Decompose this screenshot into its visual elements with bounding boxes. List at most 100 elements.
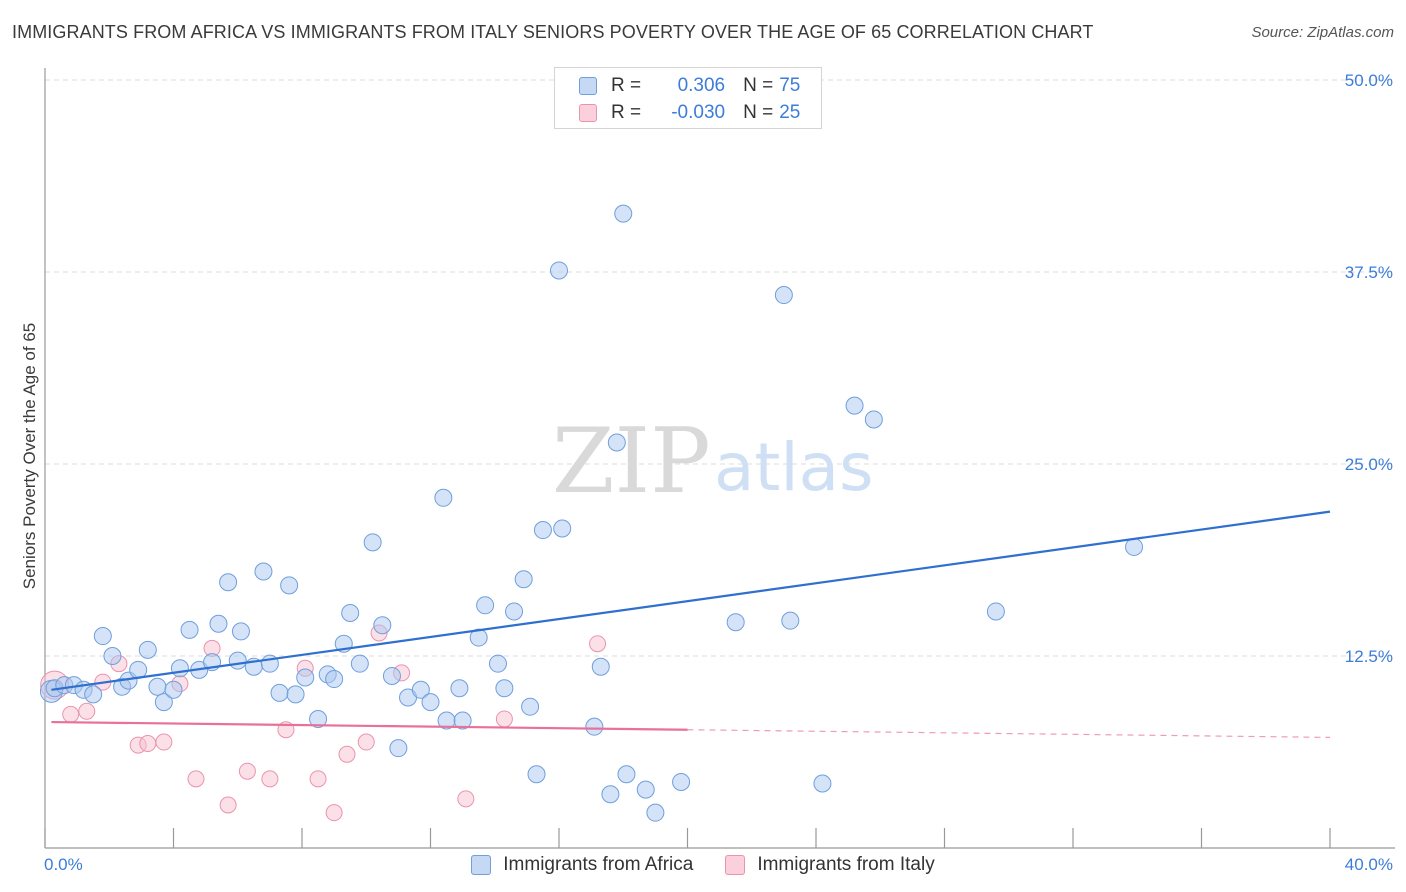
africa-point: [154, 693, 173, 712]
africa-point: [864, 410, 883, 429]
africa-point: [180, 620, 199, 639]
legend-row-africa: R = 0.306 N = 75: [579, 74, 800, 98]
africa-points: [39, 204, 1144, 822]
africa-point: [389, 739, 408, 758]
africa-point: [672, 772, 691, 791]
watermark-zip: ZIP: [552, 409, 711, 514]
italy-point: [62, 705, 80, 723]
africa-point: [774, 286, 793, 305]
africa-point: [138, 640, 157, 659]
africa-point: [231, 622, 250, 641]
chart-title: IMMIGRANTS FROM AFRICA VS IMMIGRANTS FRO…: [12, 22, 1094, 42]
africa-point: [617, 765, 636, 784]
africa-point: [286, 685, 305, 704]
africa-point: [453, 711, 472, 730]
africa-point: [421, 693, 440, 712]
series-legend: Immigrants from Africa Immigrants from I…: [0, 852, 1406, 878]
africa-point: [607, 433, 626, 452]
italy-point: [338, 745, 356, 763]
italy-point: [219, 796, 237, 814]
africa-point: [813, 774, 832, 793]
y-tick-label: 25.0%: [1345, 455, 1393, 474]
africa-swatch: [579, 77, 597, 95]
italy-trend-extension: [687, 729, 1331, 739]
africa-point: [591, 657, 610, 676]
africa-point: [382, 666, 401, 685]
italy-point: [78, 702, 96, 720]
africa-point: [84, 685, 103, 704]
africa-point: [270, 683, 289, 702]
italy-point: [357, 733, 375, 751]
africa-point: [103, 647, 122, 665]
africa-point: [488, 654, 507, 673]
africa-point: [219, 573, 238, 592]
africa-point: [209, 614, 228, 633]
africa-point: [170, 659, 189, 678]
italy-legend-label: Immigrants from Italy: [757, 854, 935, 875]
africa-n-value: 75: [779, 75, 801, 96]
africa-point: [341, 603, 360, 622]
africa-point: [373, 616, 392, 635]
africa-point: [469, 628, 488, 647]
africa-legend-swatch: [471, 855, 492, 875]
africa-point: [646, 803, 665, 822]
trend-lines: [51, 510, 1331, 739]
legend-item-italy[interactable]: Immigrants from Italy: [725, 854, 935, 876]
africa-point: [254, 562, 273, 581]
africa-point: [228, 651, 247, 670]
italy-point: [187, 770, 205, 788]
africa-point: [350, 654, 369, 673]
correlation-legend: R = 0.306 N = 75 R = -0.030 N = 25: [554, 67, 822, 129]
legend-item-africa[interactable]: Immigrants from Africa: [471, 854, 693, 876]
x-tick-label-min: 0.0%: [44, 855, 83, 874]
africa-point: [1125, 537, 1144, 556]
africa-point: [280, 576, 299, 595]
x-tick-label-max: 40.0%: [1345, 855, 1393, 874]
africa-point: [476, 596, 495, 615]
italy-trend-line: [51, 720, 688, 731]
italy-point: [261, 770, 279, 788]
italy-r-value: -0.030: [671, 102, 726, 123]
africa-point: [514, 570, 533, 589]
italy-point: [589, 635, 607, 653]
africa-point: [636, 780, 655, 799]
africa-trend-line: [51, 510, 1331, 691]
africa-point: [553, 519, 572, 538]
italy-point: [495, 710, 513, 728]
watermark-atlas: atlas: [714, 429, 874, 506]
italy-point: [139, 735, 157, 753]
africa-point: [527, 765, 546, 784]
italy-point: [325, 804, 343, 822]
africa-point: [986, 602, 1005, 621]
africa-point: [450, 679, 469, 698]
y-tick-label: 12.5%: [1345, 647, 1393, 666]
africa-point: [411, 680, 430, 699]
gridlines: [45, 79, 1395, 657]
africa-point: [93, 627, 112, 646]
italy-point: [457, 790, 475, 808]
legend-n-label: N =: [743, 102, 774, 123]
africa-r-value: 0.306: [677, 75, 726, 96]
legend-row-italy: R = -0.030 N = 25: [579, 101, 800, 125]
watermark: ZIP atlas: [552, 409, 874, 514]
africa-point: [601, 785, 620, 804]
source-credit: Source: ZipAtlas.com: [1251, 24, 1394, 41]
italy-legend-swatch: [725, 855, 746, 875]
africa-point: [533, 521, 552, 540]
tick-labels: 12.5% 25.0% 37.5% 50.0% 0.0% 40.0%: [44, 71, 1393, 874]
y-tick-label: 37.5%: [1345, 263, 1393, 282]
legend-r-label: R =: [611, 102, 642, 123]
italy-point: [309, 770, 327, 788]
africa-point: [363, 533, 382, 552]
africa-point: [325, 670, 344, 689]
africa-point: [550, 261, 568, 280]
y-tick-label: 50.0%: [1345, 71, 1393, 90]
africa-point: [521, 697, 540, 716]
africa-point: [296, 668, 315, 687]
africa-point: [164, 680, 183, 699]
legend-n-label: N =: [743, 75, 774, 96]
italy-n-value: 25: [779, 102, 801, 123]
italy-swatch: [579, 104, 597, 122]
africa-legend-label: Immigrants from Africa: [503, 854, 694, 875]
